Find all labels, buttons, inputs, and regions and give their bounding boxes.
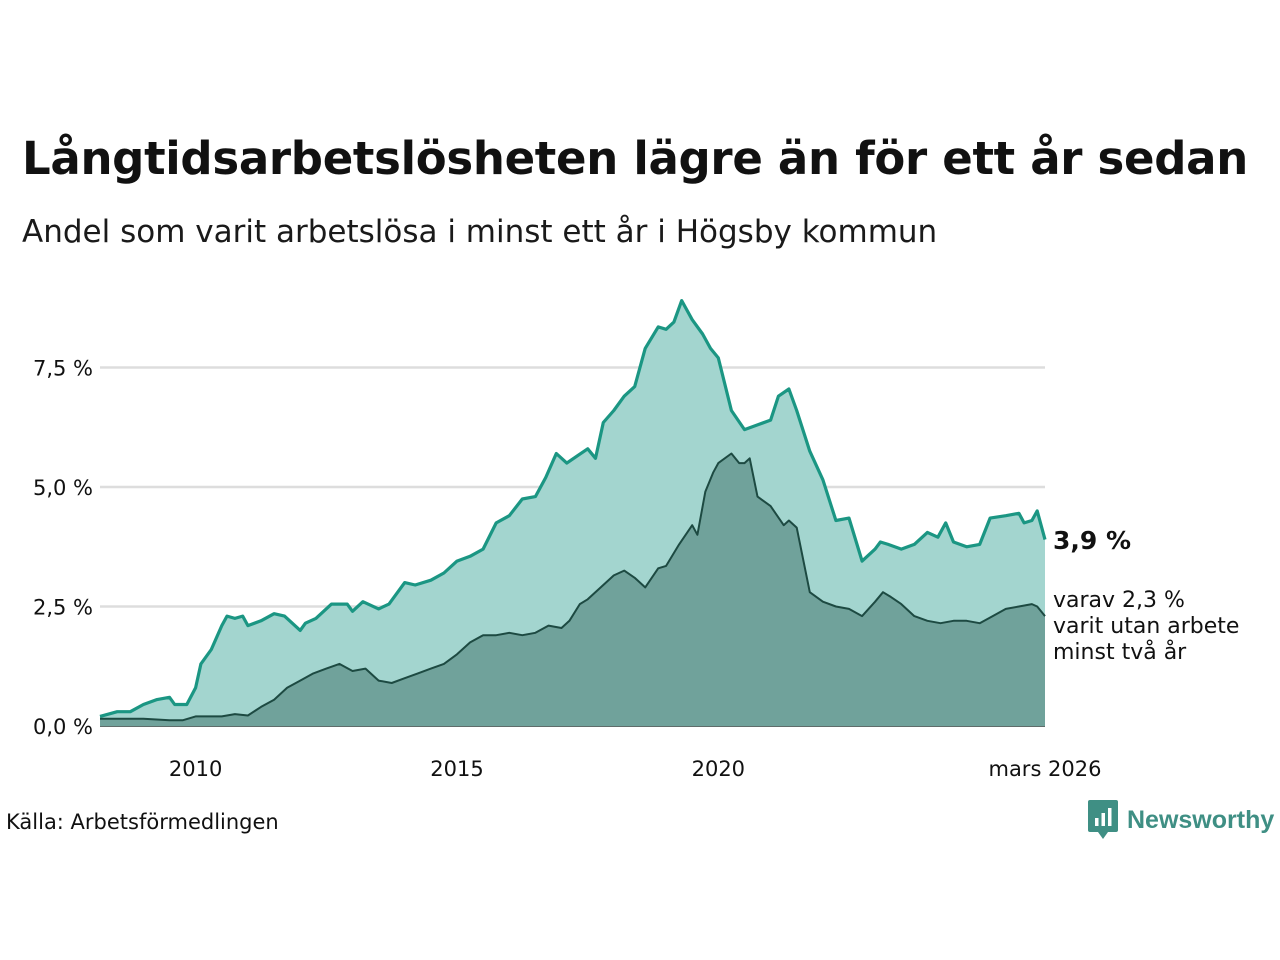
sub-value-label: minst två år — [1053, 639, 1187, 665]
latest-value-label: 3,9 % — [1053, 526, 1131, 555]
y-tick-label: 5,0 % — [33, 476, 93, 500]
x-tick-label: 2015 — [430, 757, 483, 781]
x-axis-labels: 2010 2015 2020 mars 2026 — [169, 757, 1102, 781]
brand-name: Newsworthy — [1127, 805, 1275, 834]
x-tick-label: 2010 — [169, 757, 222, 781]
x-tick-label: 2020 — [692, 757, 745, 781]
area-chart: 0,0 % 2,5 % 5,0 % 7,5 % 2010 2015 2020 mars 20… — [33, 299, 1239, 781]
brand-logo: Newsworthy — [1088, 800, 1274, 840]
chart-title: Långtidsarbetslösheten lägre än för ett … — [22, 132, 1248, 185]
series-two-years-area — [100, 453, 1045, 726]
sub-value-label: varav 2,3 % — [1053, 588, 1185, 613]
y-tick-label: 0,0 % — [33, 715, 93, 739]
x-tick-label: mars 2026 — [988, 757, 1101, 781]
y-tick-label: 2,5 % — [33, 596, 93, 620]
sub-value-label: varit utan arbete — [1053, 614, 1239, 639]
series-two-years-line — [100, 452, 1046, 722]
y-tick-label: 7,5 % — [33, 357, 93, 381]
newsworthy-logo-icon — [1088, 800, 1118, 839]
y-axis-labels: 0,0 % 2,5 % 5,0 % 7,5 % — [33, 357, 93, 740]
series-areas — [99, 299, 1047, 726]
chart-subtitle: Andel som varit arbetslösa i minst ett å… — [22, 214, 938, 250]
source-note: Källa: Arbetsförmedlingen — [6, 810, 279, 834]
series-long-term-line — [99, 299, 1047, 718]
